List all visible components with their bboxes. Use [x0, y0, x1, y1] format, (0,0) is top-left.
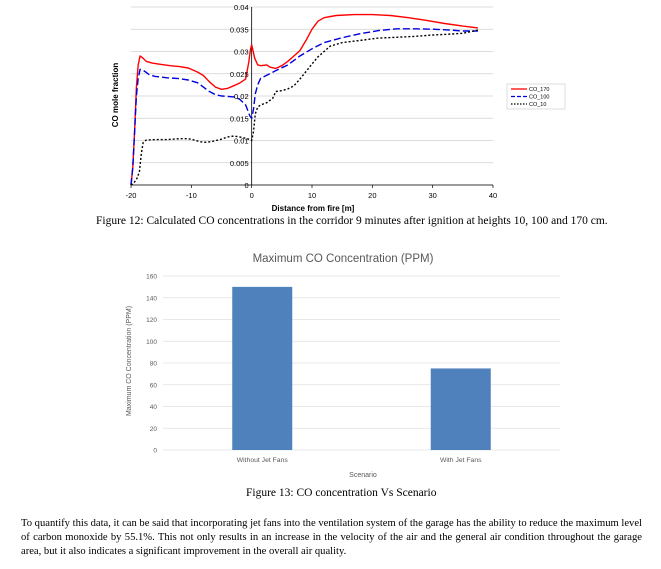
- bar-chart-y-tick-label: 80: [150, 361, 158, 368]
- line-chart-y-tick-label: 0.015: [230, 114, 249, 123]
- line-chart-legend-label: CO_10: [529, 102, 546, 108]
- line-chart-y-tick-label: 0.04: [234, 3, 249, 12]
- line-chart-legend-box: [506, 83, 566, 110]
- line-chart-x-tick-label: 0: [250, 191, 254, 200]
- line-chart-x-tick-label: 10: [308, 191, 316, 200]
- bar-chart-y-tick-label: 0: [153, 448, 157, 455]
- line-chart-y-ticks: 0 0.005 0.01 0.015 0.02 0.025 0.03 0.035 0.04: [230, 3, 249, 190]
- bar-chart-bar: [430, 368, 491, 450]
- bar-chart-y-tick-label: 160: [146, 274, 157, 281]
- line-chart-series-co-170: [130, 13, 478, 186]
- line-chart-y-tick-label: 0.01: [234, 137, 249, 146]
- bar-chart-y-axis-label: Maximum CO Concentration (PPM): [126, 306, 133, 416]
- body-paragraph: To quantify this data, it can be said th…: [21, 518, 642, 557]
- line-chart-legend-label: CO_100: [529, 95, 550, 101]
- line-chart-gridlines: [131, 6, 493, 186]
- line-chart-series: [130, 13, 479, 186]
- line-chart-series-co-100: [130, 28, 478, 186]
- line-chart-x-tick-label: -20: [126, 191, 137, 200]
- bar-chart-bar: [232, 286, 293, 450]
- line-chart-x-tick-label: 40: [489, 191, 497, 200]
- co-line-chart: 0 0.005 0.01 0.015 0.02 0.025 0.03 0.035 0.04 -2…: [111, 3, 566, 213]
- bar-chart-y-tick-label: 60: [150, 382, 158, 389]
- line-chart-y-tick-label: 0.02: [234, 92, 249, 101]
- bar-chart-title: Maximum CO Concentration (PPM): [253, 253, 434, 265]
- line-chart-y-tick-label: 0.025: [230, 70, 249, 79]
- line-chart-x-tick-label: 30: [428, 191, 436, 200]
- line-chart-x-axis-label: Distance from fire [m]: [272, 204, 355, 213]
- bar-chart-y-tick-label: 20: [150, 426, 158, 433]
- bar-chart-category-label: Without Jet Fans: [237, 457, 289, 464]
- bar-chart-bars: [232, 286, 491, 450]
- bar-chart-y-tick-label: 120: [146, 317, 157, 324]
- bar-chart-categories: Without Jet Fans With Jet Fans: [237, 457, 482, 464]
- line-chart-y-tick-label: 0.005: [230, 159, 249, 168]
- line-chart-y-tick-label: 0: [244, 181, 248, 190]
- line-chart-y-tick-label: 0.035: [230, 25, 249, 34]
- bar-chart-y-tick-label: 140: [146, 295, 157, 302]
- line-chart-y-tick-label: 0.03: [234, 48, 249, 57]
- bar-chart-x-axis-label: Scenario: [349, 472, 377, 479]
- bar-chart-category-label: With Jet Fans: [440, 457, 482, 464]
- figure-13-caption: Figure 13: CO concentration Vs Scenario: [246, 487, 437, 499]
- line-chart-x-tick-label: -10: [186, 191, 197, 200]
- bar-chart-y-ticks: 0 20 40 60 80 100 120 140 160: [146, 274, 157, 455]
- line-chart-legend-label: CO_170: [529, 87, 550, 93]
- bar-chart-y-tick-label: 40: [150, 404, 158, 411]
- line-chart-x-ticks: -20 -10 0 10 20 30 40: [126, 185, 497, 200]
- line-chart-series-co-10: [130, 29, 479, 186]
- line-chart-x-tick-label: 20: [368, 191, 376, 200]
- bar-chart-y-tick-label: 100: [146, 339, 157, 346]
- figure-12-caption: Figure 12: Calculated CO concentrations …: [96, 215, 608, 227]
- bar-chart-gridlines: [163, 275, 560, 451]
- line-chart-y-axis-label: CO mole fraction: [111, 63, 120, 128]
